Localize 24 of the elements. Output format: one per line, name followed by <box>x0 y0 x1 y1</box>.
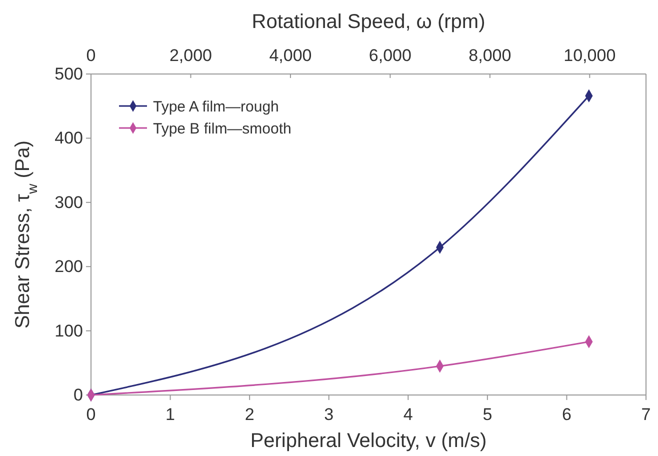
x-tick-label: 2 <box>244 405 254 424</box>
y-tick-label: 500 <box>54 64 83 84</box>
x2-tick-label: 2,000 <box>169 46 212 65</box>
x-tick-label: 5 <box>482 405 492 424</box>
x-tick-label: 6 <box>562 405 572 424</box>
x-tick-label: 3 <box>324 405 334 424</box>
x2-tick-label: 6,000 <box>368 46 412 65</box>
legend-label: Type B film—smooth <box>153 120 292 138</box>
x-axis-title: Peripheral Velocity, v (m/s) <box>250 430 487 452</box>
x-tick-label: 0 <box>86 405 96 424</box>
x2-tick-label: 4,000 <box>269 46 312 65</box>
legend-label: Type A film—rough <box>153 98 279 116</box>
y-tick-label: 300 <box>54 192 83 212</box>
x-tick-label: 4 <box>403 405 413 424</box>
y-tick-label: 100 <box>54 321 83 340</box>
y-tick-label: 0 <box>74 385 83 404</box>
x-tick-label: 7 <box>641 405 651 424</box>
x2-tick-label: 0 <box>86 46 96 65</box>
y-tick-label: 400 <box>54 128 83 148</box>
y-tick-label: 200 <box>54 257 83 276</box>
x2-tick-label: 8,000 <box>468 46 512 65</box>
x2-tick-label: 10,000 <box>564 46 616 65</box>
x2-axis-title: Rotational Speed, ω (rpm) <box>252 11 486 33</box>
x-tick-label: 1 <box>166 405 176 424</box>
